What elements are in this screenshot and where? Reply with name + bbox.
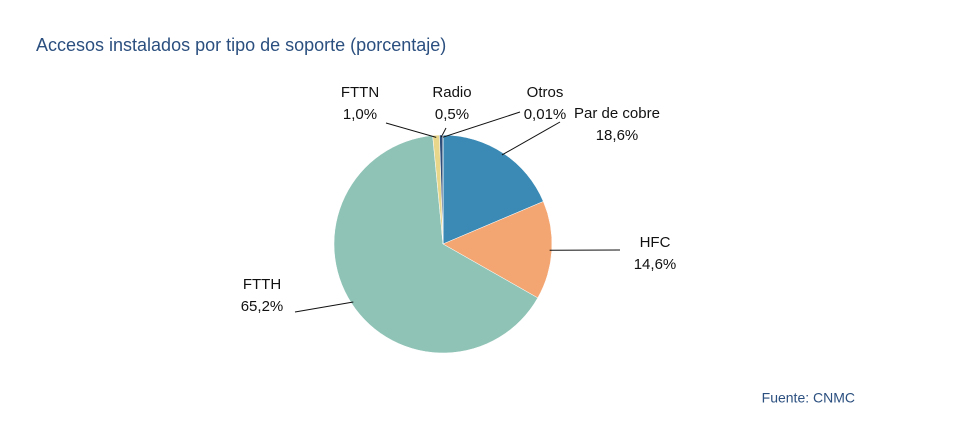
slice-value: 18,6% xyxy=(596,127,639,144)
leader-line xyxy=(295,302,353,312)
leader-line xyxy=(386,123,436,137)
slice-value: 65,2% xyxy=(241,298,284,315)
slice-name: Radio xyxy=(432,84,471,101)
slice-value: 14,6% xyxy=(634,256,677,273)
slice-value: 0,01% xyxy=(524,106,567,123)
leader-line xyxy=(502,122,560,155)
slice-name: Otros xyxy=(527,84,564,101)
slice-name: Par de cobre xyxy=(574,105,660,122)
chart-title: Accesos instalados por tipo de soporte (… xyxy=(36,35,446,55)
slice-name: FTTN xyxy=(341,84,379,101)
slice-name: FTTH xyxy=(243,276,281,293)
slice-value: 1,0% xyxy=(343,106,377,123)
slice-name: HFC xyxy=(640,234,671,251)
slice-value: 0,5% xyxy=(435,106,469,123)
source: Fuente: CNMC xyxy=(762,390,855,406)
